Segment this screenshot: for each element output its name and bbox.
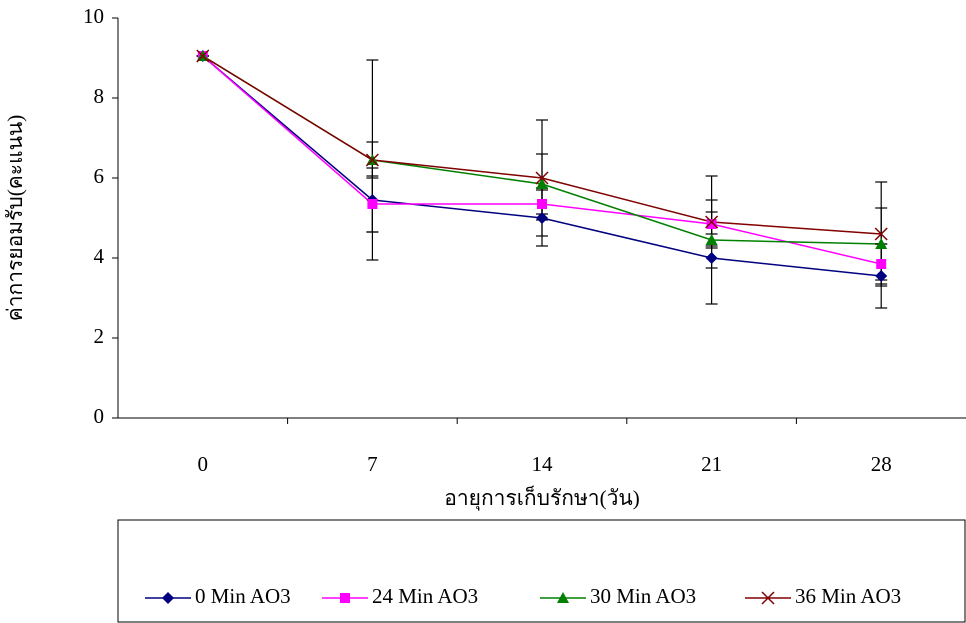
- x-tick-label: 21: [701, 452, 722, 476]
- y-tick-label: 0: [94, 404, 105, 428]
- x-tick-label: 0: [198, 452, 209, 476]
- x-axis-label: อายุการเก็บรักษา(วัน): [444, 484, 639, 511]
- x-tick-label: 7: [367, 452, 378, 476]
- marker: [162, 592, 174, 604]
- marker: [876, 259, 886, 269]
- x-tick-label: 28: [871, 452, 892, 476]
- y-tick-label: 2: [94, 324, 105, 348]
- marker: [367, 199, 377, 209]
- y-tick-label: 8: [94, 84, 105, 108]
- y-tick-label: 10: [83, 4, 104, 28]
- chart: ค่าการยอมรับ(คะแนน) อายุการเก็บรักษา(วัน…: [0, 0, 966, 623]
- y-axis-label: ค่าการยอมรับ(คะแนน): [3, 115, 27, 322]
- marker: [707, 219, 717, 229]
- marker: [340, 593, 350, 603]
- legend-label: 30 Min AO3: [590, 584, 696, 608]
- legend-label: 36 Min AO3: [795, 584, 901, 608]
- y-tick-label: 4: [94, 244, 105, 268]
- x-tick-label: 14: [532, 452, 554, 476]
- legend-label: 24 Min AO3: [372, 584, 478, 608]
- marker: [537, 199, 547, 209]
- legend-label: 0 Min AO3: [195, 584, 291, 608]
- marker: [706, 252, 718, 264]
- y-tick-label: 6: [94, 164, 105, 188]
